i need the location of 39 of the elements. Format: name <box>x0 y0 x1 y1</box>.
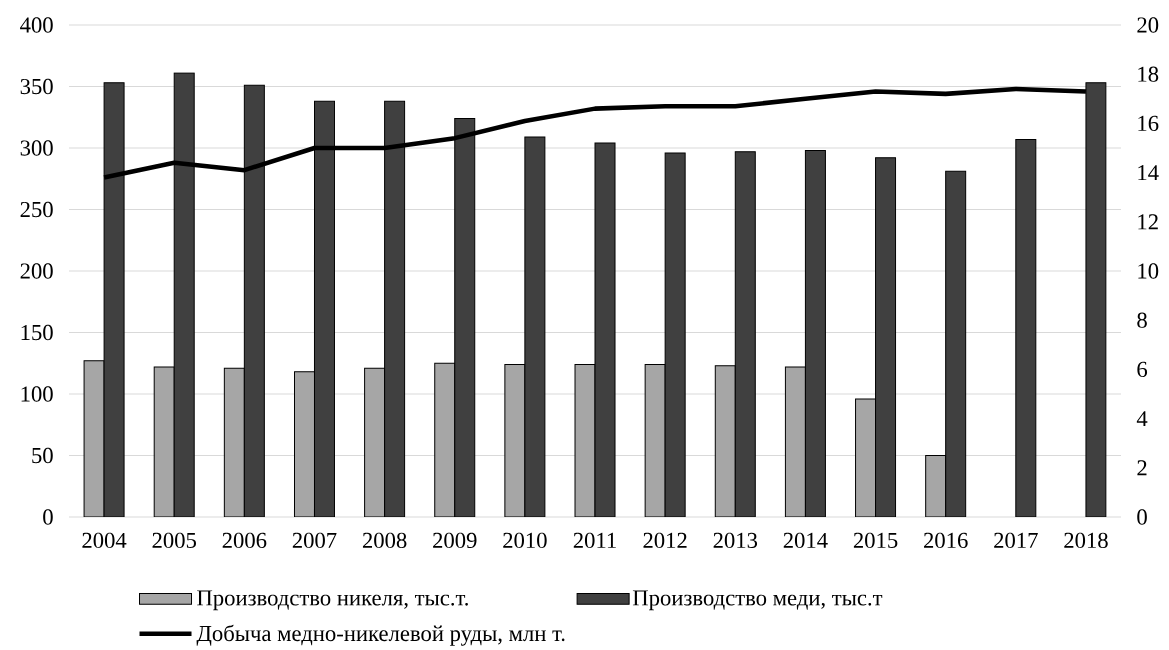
y-tick-label: 400 <box>20 17 53 33</box>
y-tick-label: 100 <box>21 386 53 402</box>
x-tick-label: 2012 <box>643 532 687 549</box>
y-tick-label: 200 <box>20 263 53 279</box>
x-tick-label: 2004 <box>82 532 127 549</box>
y2-tick-label: 18 <box>1138 66 1159 82</box>
x-tick-label: 2008 <box>362 532 407 549</box>
y2-tick-label: 12 <box>1138 214 1158 230</box>
x-tick-label: 2007 <box>292 532 337 549</box>
bar <box>1015 138 1037 517</box>
y-tick-label: 0 <box>43 509 53 525</box>
x-tick-label: 2016 <box>924 532 968 549</box>
y-tick-label: 250 <box>20 201 53 218</box>
x-tick-label: 2017 <box>994 532 1038 549</box>
y2-tick-label: 16 <box>1138 115 1159 132</box>
y-tick-label: 300 <box>20 140 53 156</box>
x-tick-label: 2018 <box>1064 532 1108 549</box>
y2-tick-label: 10 <box>1138 263 1159 279</box>
legend-label: Производство никеля, тыс.т. <box>197 590 468 611</box>
x-tick-label: 2011 <box>573 532 616 549</box>
legend-label: Добыча медно-никелевой руды, млн т. <box>196 624 565 646</box>
y2-tick-label: 14 <box>1138 165 1159 181</box>
x-tick-label: 2015 <box>853 532 898 549</box>
x-tick-label: 2006 <box>222 532 267 549</box>
y2-tick-label: 8 <box>1137 312 1147 328</box>
y2-tick-label: 4 <box>1136 411 1148 427</box>
legend-label: Производство меди, тыс.т <box>632 590 883 611</box>
y-tick-label: 50 <box>32 447 53 464</box>
y2-tick-label: 0 <box>1137 509 1147 525</box>
y-tick-label: 150 <box>21 324 53 341</box>
x-tick-label: 2009 <box>433 532 477 549</box>
x-tick-label: 2013 <box>713 532 758 549</box>
x-tick-label: 2010 <box>503 532 547 549</box>
y-tick-label: 350 <box>20 78 53 95</box>
y2-tick-label: 6 <box>1137 361 1148 378</box>
y2-tick-label: 20 <box>1137 17 1159 33</box>
x-tick-label: 2014 <box>783 532 828 549</box>
x-tick-label: 2005 <box>152 532 196 549</box>
y2-tick-label: 2 <box>1137 460 1147 476</box>
